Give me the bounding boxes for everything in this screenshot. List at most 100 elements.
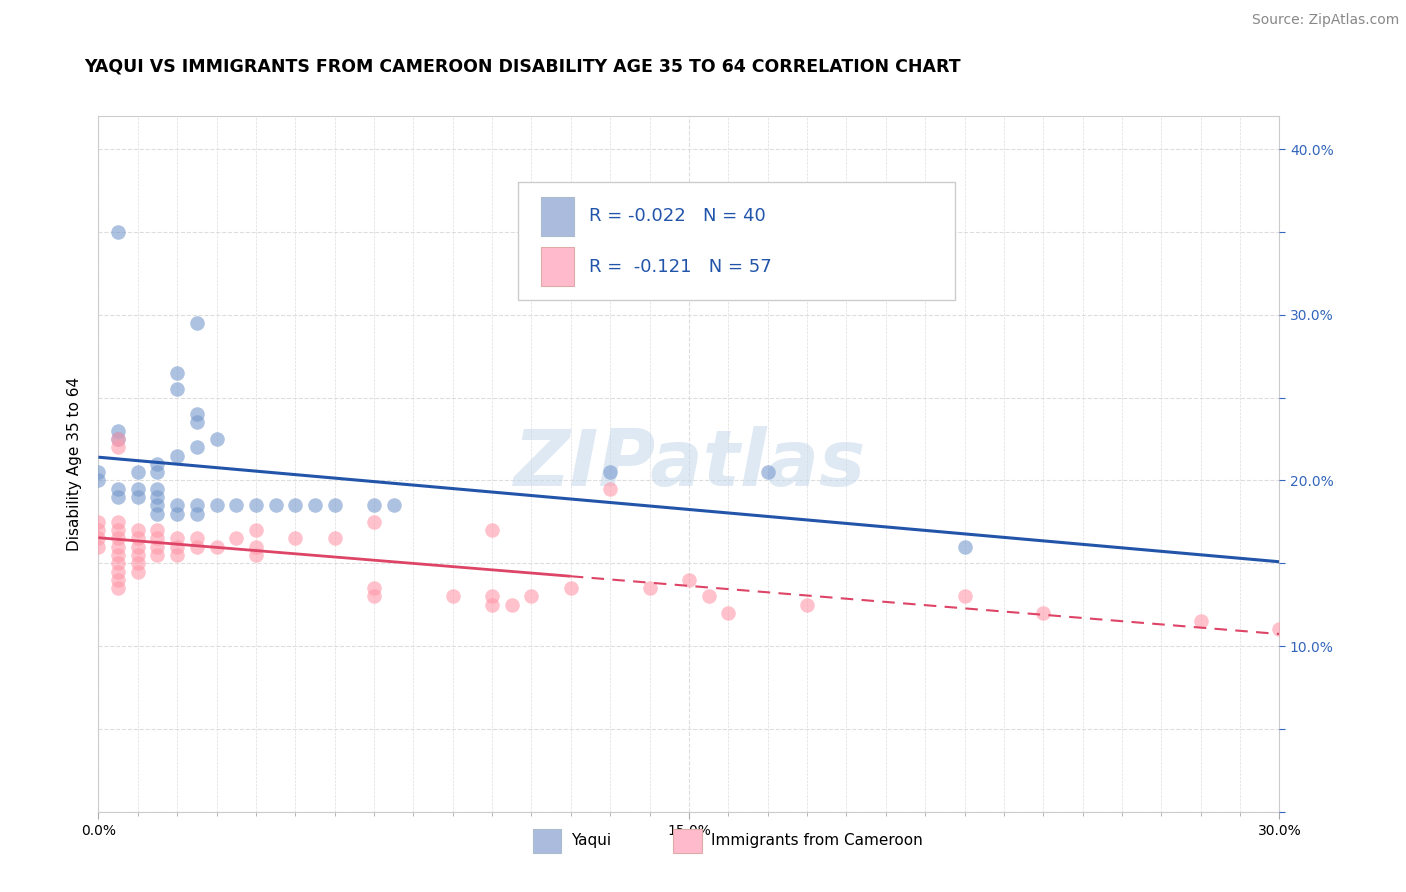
Point [245,540,267,554]
Point [107,440,129,454]
Point [166,548,188,562]
Point [166,540,188,554]
Point [245,498,267,512]
Point [127,523,149,537]
Point [166,449,188,463]
Point [107,225,129,239]
Point [481,590,503,604]
Point [146,523,169,537]
Point [107,515,129,529]
Point [146,465,169,479]
Point [107,523,129,537]
Point [264,498,287,512]
Point [166,507,188,521]
Point [107,565,129,579]
Point [599,465,621,479]
Point [166,532,188,546]
Point [127,532,149,546]
Point [107,556,129,570]
Point [1268,623,1291,637]
Point [363,515,385,529]
Point [87,532,110,546]
Point [560,581,582,595]
Point [363,581,385,595]
Point [146,457,169,471]
Point [186,416,208,430]
Point [363,590,385,604]
Point [166,366,188,380]
Point [166,382,188,396]
Text: YAQUI VS IMMIGRANTS FROM CAMEROON DISABILITY AGE 35 TO 64 CORRELATION CHART: YAQUI VS IMMIGRANTS FROM CAMEROON DISABI… [84,58,960,76]
Point [166,498,188,512]
Point [146,507,169,521]
Text: Yaqui: Yaqui [571,833,612,848]
Y-axis label: Disability Age 35 to 64: Disability Age 35 to 64 [67,376,83,551]
Point [87,523,110,537]
Point [284,498,307,512]
Point [205,432,228,446]
Point [107,424,129,438]
Point [186,440,208,454]
Text: ZIPatlas: ZIPatlas [513,425,865,502]
Point [186,507,208,521]
Point [87,465,110,479]
Point [205,498,228,512]
Point [186,407,208,421]
Point [127,465,149,479]
Point [87,474,110,488]
FancyBboxPatch shape [517,182,955,301]
Point [127,490,149,504]
Point [245,548,267,562]
Point [127,482,149,496]
Point [186,532,208,546]
Point [107,432,129,446]
Point [520,590,543,604]
Point [87,515,110,529]
Point [107,573,129,587]
Point [186,316,208,330]
Text: Immigrants from Cameroon: Immigrants from Cameroon [711,833,924,848]
Point [1032,606,1054,620]
Point [225,532,247,546]
Point [756,465,779,479]
Point [107,581,129,595]
Point [127,556,149,570]
Point [146,540,169,554]
Point [796,598,818,612]
Point [717,606,740,620]
Point [382,498,405,512]
Point [146,548,169,562]
Point [186,540,208,554]
Point [245,523,267,537]
Point [205,540,228,554]
Point [678,573,700,587]
Point [127,565,149,579]
Bar [541,247,575,285]
Text: R =  -0.121   N = 57: R = -0.121 N = 57 [589,258,772,276]
Point [146,532,169,546]
Point [127,540,149,554]
Point [107,432,129,446]
Point [501,598,523,612]
Point [107,490,129,504]
Point [363,498,385,512]
Point [304,498,326,512]
Point [323,532,346,546]
Point [323,498,346,512]
Point [953,590,976,604]
Point [599,482,621,496]
Point [284,532,307,546]
Point [107,548,129,562]
Point [107,532,129,546]
Point [107,482,129,496]
Point [441,590,464,604]
Point [697,590,720,604]
Point [146,482,169,496]
Point [107,540,129,554]
Point [225,498,247,512]
Point [127,548,149,562]
Point [638,581,661,595]
Text: Source: ZipAtlas.com: Source: ZipAtlas.com [1251,13,1399,28]
Bar [541,197,575,235]
Point [146,498,169,512]
